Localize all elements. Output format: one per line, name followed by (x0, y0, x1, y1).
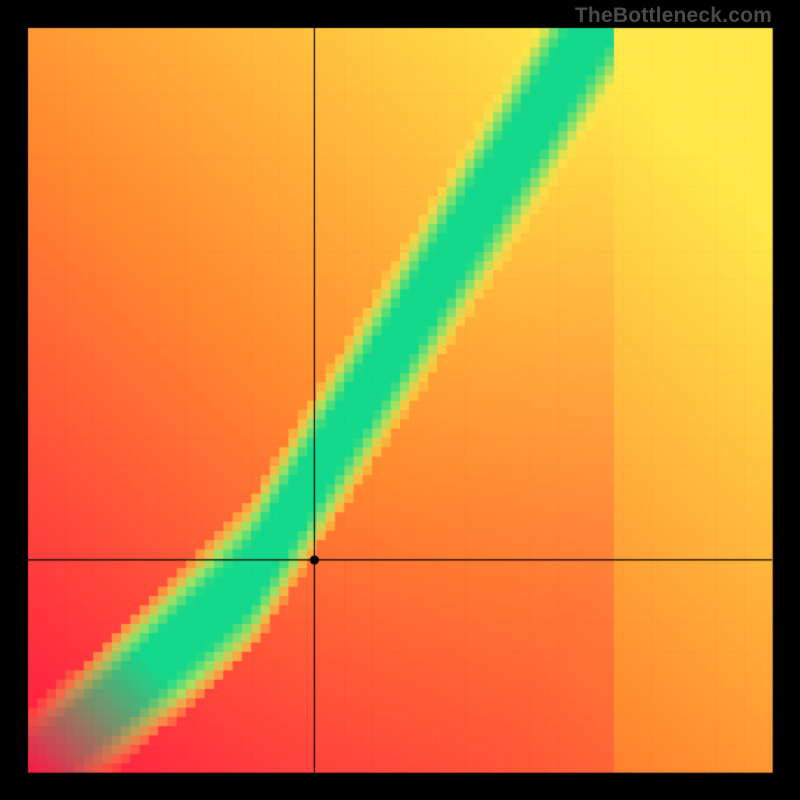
chart-container: TheBottleneck.com (0, 0, 800, 800)
bottleneck-heatmap (0, 0, 800, 800)
watermark-text: TheBottleneck.com (575, 4, 772, 28)
